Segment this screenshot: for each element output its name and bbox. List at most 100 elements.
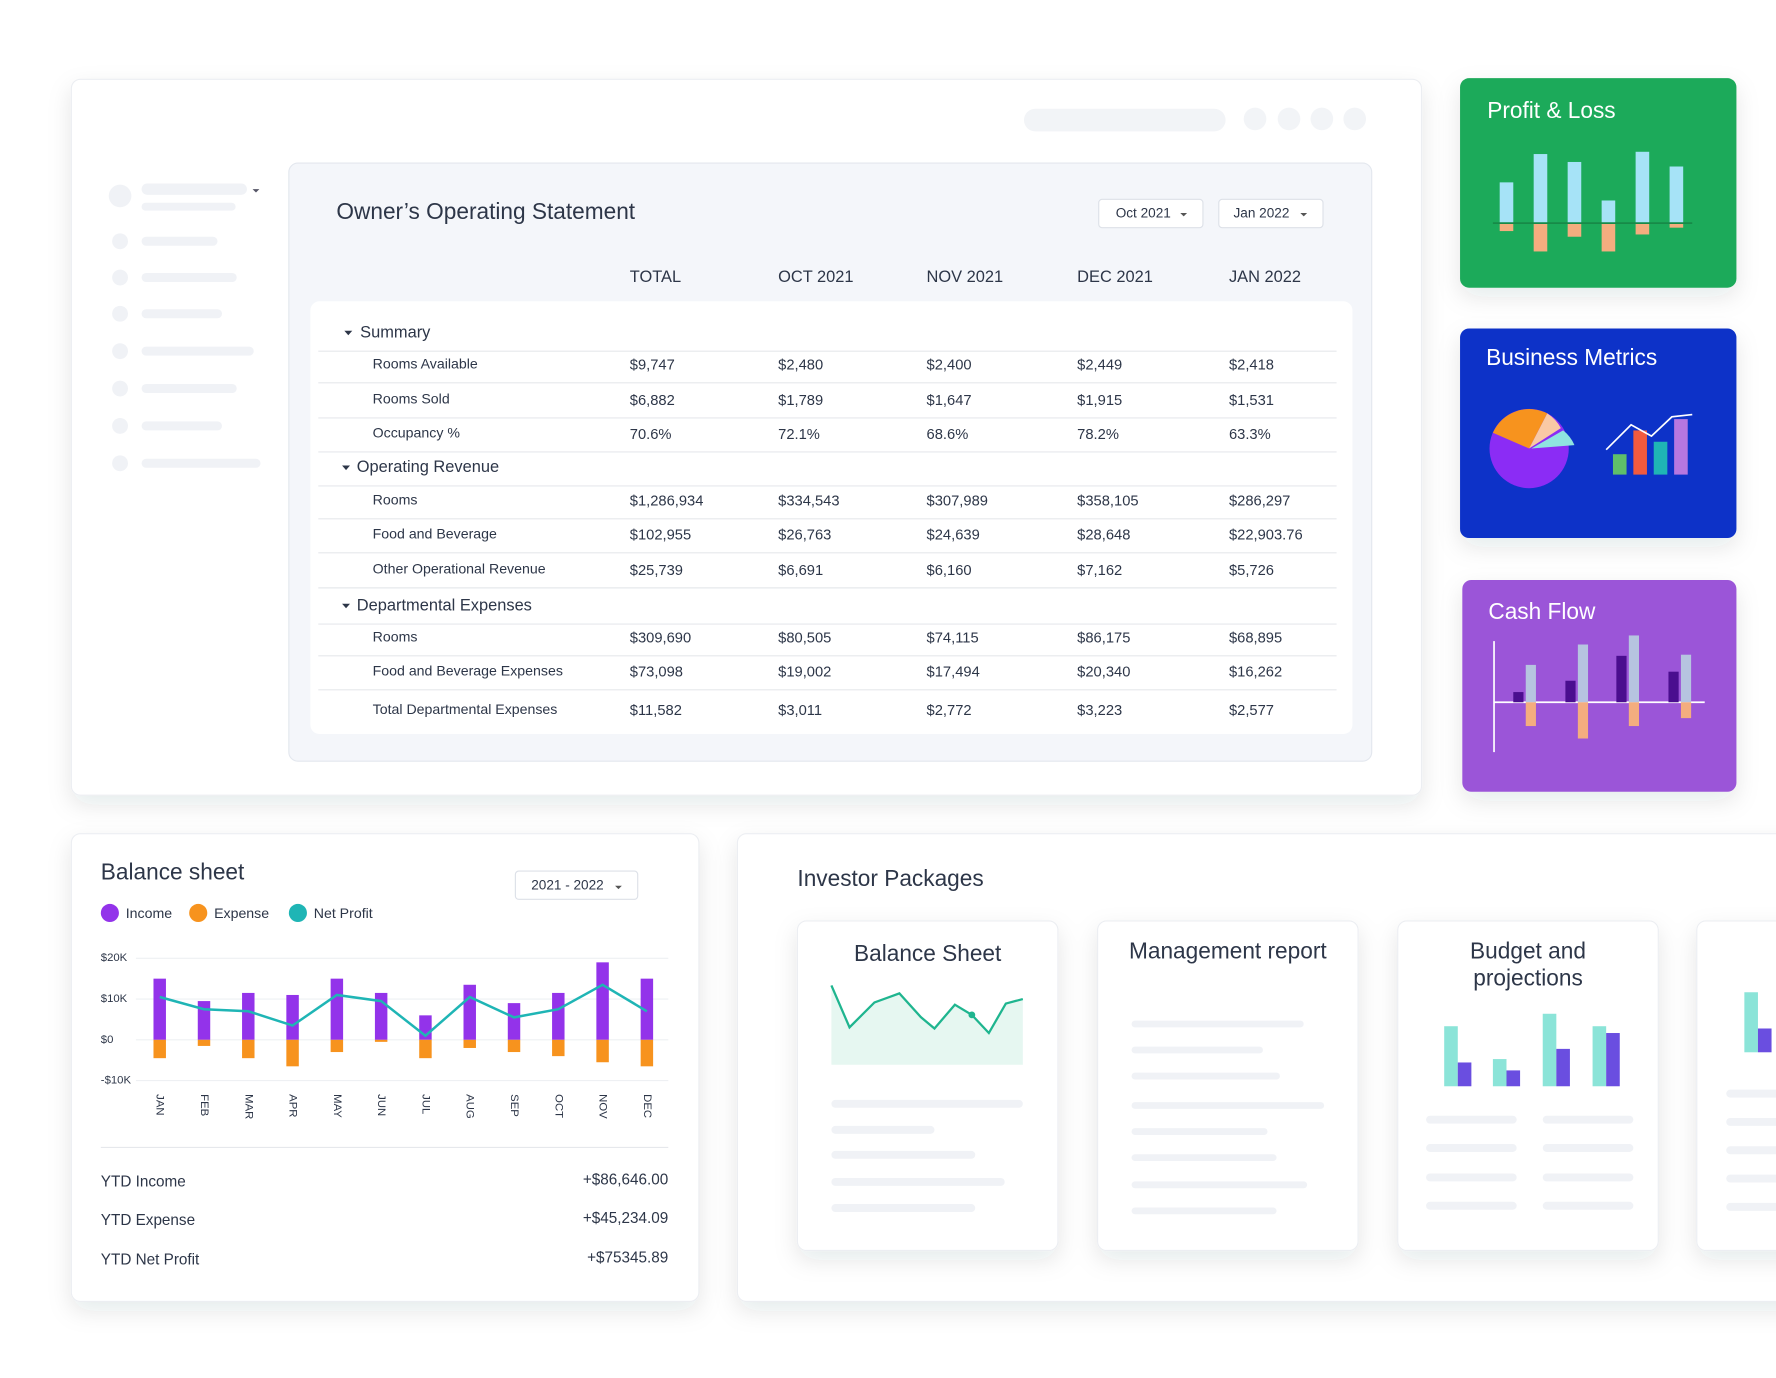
legend-swatch — [288, 903, 307, 923]
cell: $9,747 — [630, 358, 675, 374]
cell: $24,639 — [927, 528, 980, 544]
package-title: Management report — [1128, 939, 1327, 964]
package-illustrations — [830, 984, 1776, 1215]
section-heading: Summary — [360, 323, 431, 341]
cell: $2,772 — [927, 703, 972, 719]
bar — [463, 984, 476, 1040]
legend-label: Net Profit — [314, 905, 373, 921]
cell: $7,162 — [1077, 563, 1122, 579]
ytd-value: +$75345.89 — [587, 1249, 668, 1266]
package-cards — [796, 920, 1776, 1252]
cell: $73,098 — [630, 665, 683, 681]
row-label: Total Departmental Expenses — [373, 701, 558, 717]
cell: $334,543 — [778, 494, 839, 510]
filter-label: Jan 2022 — [1234, 206, 1290, 221]
card-title: Business Metrics — [1486, 344, 1657, 370]
cell: $1,286,934 — [630, 494, 704, 510]
bar — [153, 1039, 166, 1059]
bar — [330, 978, 344, 1040]
cell: $17,494 — [927, 665, 980, 681]
section-heading: Operating Revenue — [357, 458, 499, 476]
line — [159, 983, 648, 1038]
bar — [552, 992, 565, 1040]
filter-button[interactable] — [514, 870, 639, 900]
y-tick-label: -$10K — [101, 1075, 132, 1087]
section-heading: Departmental Expenses — [357, 596, 532, 614]
cell: $1,647 — [927, 393, 972, 409]
sidebar-skeleton — [108, 183, 261, 472]
skeleton-icons — [1243, 107, 1367, 131]
cell: $20,340 — [1077, 665, 1130, 681]
legend-swatch — [100, 903, 119, 923]
collapse-caret — [344, 330, 353, 336]
bar — [419, 1039, 432, 1059]
legend-label: Expense — [214, 905, 269, 921]
statement-table — [310, 301, 1353, 734]
x-tick-label: MAR — [242, 1094, 254, 1119]
x-tick-label: FEB — [198, 1094, 210, 1116]
profit-loss-card[interactable] — [1460, 78, 1737, 288]
x-tick-label: JUN — [375, 1094, 387, 1116]
chart-title: Balance sheet — [101, 858, 245, 884]
cell: $74,115 — [927, 631, 979, 647]
cash-flow-card[interactable] — [1462, 579, 1737, 792]
x-tick-label: JUL — [419, 1094, 431, 1114]
column-header: TOTAL — [630, 268, 681, 286]
cell: $26,763 — [778, 528, 831, 544]
cell: $6,691 — [778, 563, 823, 579]
cash-flow-icon — [1493, 635, 1705, 753]
bar — [640, 978, 654, 1040]
card-title: Cash Flow — [1488, 598, 1596, 624]
row-label: Food and Beverage — [373, 525, 497, 541]
cell: $22,903.76 — [1229, 528, 1303, 544]
package-title: Budget and projections — [1470, 939, 1586, 992]
row-label: Other Operational Revenue — [373, 560, 546, 576]
ytd-label: YTD Income — [101, 1174, 186, 1191]
dropdown-caret — [1300, 212, 1308, 217]
cell: $80,505 — [778, 631, 831, 647]
bar — [197, 1001, 211, 1040]
cell: $6,882 — [630, 393, 675, 409]
bar — [242, 992, 255, 1040]
x-tick-label: NOV — [597, 1094, 609, 1119]
x-tick-label: APR — [287, 1094, 299, 1117]
row-label: Occupancy % — [373, 425, 461, 441]
filter-label: Oct 2021 — [1116, 206, 1171, 221]
column-header: JAN 2022 — [1229, 268, 1301, 286]
cell: $19,002 — [778, 665, 831, 681]
cell: $2,577 — [1229, 703, 1274, 719]
row-label: Rooms — [373, 491, 418, 507]
cell: $307,989 — [927, 494, 988, 510]
package-title-box: Budget and projections — [1470, 939, 1586, 992]
bar — [640, 1039, 654, 1067]
business-metrics-icon — [1489, 408, 1693, 489]
filter-button[interactable] — [1098, 198, 1204, 229]
dropdown-caret — [1180, 212, 1188, 217]
cell: $2,449 — [1077, 358, 1122, 374]
ytd-value: +$86,646.00 — [583, 1171, 668, 1188]
bar — [596, 962, 609, 1040]
package-card[interactable] — [1097, 920, 1359, 1252]
cell: 68.6% — [927, 427, 969, 443]
package-card[interactable] — [1397, 920, 1659, 1252]
cell: 63.3% — [1229, 427, 1271, 443]
package-card[interactable] — [796, 920, 1059, 1252]
y-tick-label: $20K — [101, 952, 128, 964]
package-card[interactable] — [1696, 920, 1776, 1252]
cell: $3,223 — [1077, 703, 1122, 719]
legend-swatch — [189, 903, 208, 923]
cell: $11,582 — [630, 703, 682, 719]
filter-button[interactable] — [1218, 198, 1324, 229]
column-header: NOV 2021 — [927, 268, 1004, 286]
ytd-value: +$45,234.09 — [583, 1210, 668, 1227]
cell: $2,400 — [927, 358, 972, 374]
row-label: Rooms Available — [373, 355, 478, 371]
cell: $286,297 — [1229, 494, 1290, 510]
cell: $6,160 — [927, 563, 972, 579]
cell: $28,648 — [1077, 528, 1130, 544]
cell: $3,011 — [778, 703, 822, 719]
bar — [242, 1039, 255, 1059]
package-title: Balance Sheet — [854, 940, 1002, 966]
